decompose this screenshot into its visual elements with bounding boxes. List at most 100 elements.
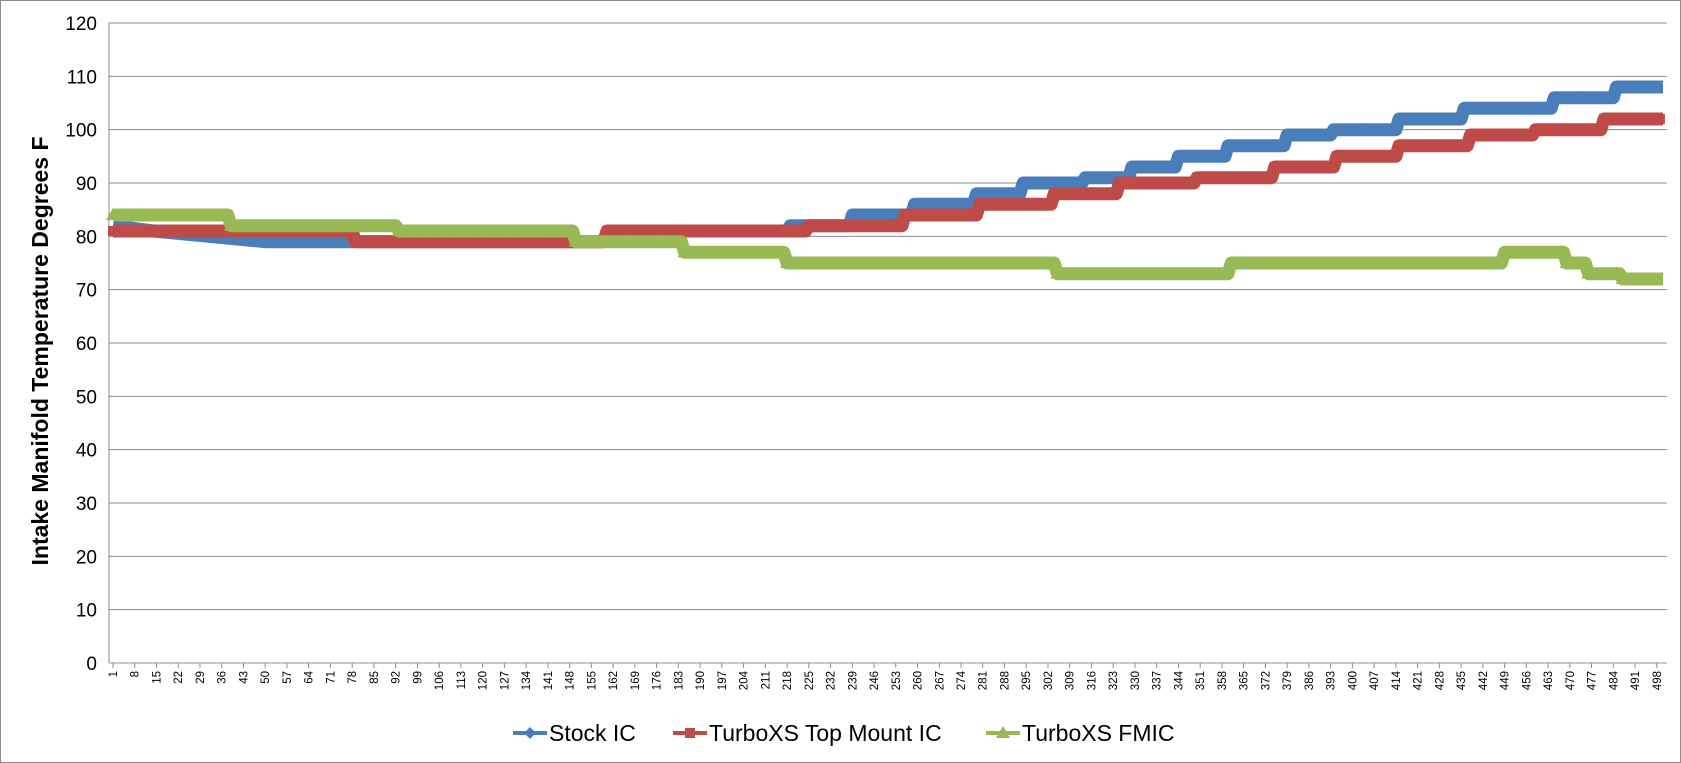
x-tick-label: 421 — [1413, 671, 1425, 690]
data-point — [1017, 177, 1030, 189]
data-point — [629, 226, 640, 236]
data-point — [1521, 130, 1532, 140]
data-point — [685, 226, 696, 236]
y-tick-label: 0 — [86, 654, 97, 675]
y-tick-label: 70 — [76, 281, 97, 302]
data-point — [1448, 113, 1461, 125]
legend-item: TurboXS Top Mount IC — [673, 720, 942, 746]
legend-marker — [685, 728, 695, 738]
data-point — [891, 256, 906, 268]
x-tick-label: 120 — [478, 671, 490, 690]
data-point — [1609, 266, 1624, 279]
data-point — [1586, 124, 1597, 135]
x-tick-label: 288 — [999, 671, 1011, 690]
x-tick-label: 414 — [1391, 670, 1403, 690]
x-tick-label: 281 — [978, 671, 990, 690]
data-point — [419, 224, 434, 236]
y-tick-label: 120 — [65, 14, 97, 35]
data-point — [259, 235, 272, 248]
data-point — [224, 218, 239, 231]
data-point — [1153, 161, 1166, 173]
y-tick-label: 60 — [76, 334, 97, 355]
y-tick-label: 30 — [76, 494, 97, 515]
data-point — [1465, 130, 1476, 140]
data-point — [1558, 124, 1569, 135]
data-point — [1486, 102, 1499, 115]
data-point — [1615, 272, 1630, 284]
data-point — [705, 245, 720, 258]
data-point — [780, 256, 795, 268]
data-point — [251, 218, 266, 231]
data-point — [970, 187, 983, 200]
data-point — [518, 236, 529, 247]
x-tick-label: 57 — [282, 671, 294, 684]
data-point — [1576, 91, 1589, 104]
legend-item: TurboXS FMIC — [986, 720, 1175, 746]
x-tick-label: 29 — [195, 671, 207, 684]
data-point — [900, 210, 911, 220]
x-tick-label: 141 — [543, 671, 555, 690]
x-tick-label: 484 — [1608, 670, 1620, 690]
x-tick-label: 1 — [108, 671, 120, 677]
x-tick-label: 22 — [173, 671, 185, 684]
x-tick-label: 155 — [586, 671, 598, 690]
x-tick-label: 428 — [1434, 671, 1446, 690]
data-point — [1654, 114, 1665, 124]
data-point — [831, 220, 842, 231]
data-point — [1475, 256, 1490, 268]
data-point — [908, 198, 921, 211]
x-tick-label: 260 — [913, 671, 925, 690]
x-tick-label: 323 — [1108, 671, 1120, 690]
x-tick-label: 78 — [347, 671, 359, 684]
data-point — [1420, 113, 1433, 125]
x-tick-label: 211 — [760, 671, 772, 689]
x-tick-label: 113 — [456, 671, 468, 689]
x-tick-label: 351 — [1195, 671, 1207, 690]
data-point — [1497, 245, 1512, 258]
data-point — [677, 245, 692, 258]
data-point — [462, 236, 473, 247]
data-point — [733, 245, 748, 258]
data-point — [797, 226, 808, 236]
data-point — [874, 209, 887, 221]
data-point — [391, 224, 406, 236]
x-tick-label: 337 — [1152, 671, 1164, 690]
data-point — [279, 218, 294, 231]
x-tick-label: 386 — [1304, 671, 1316, 690]
x-tick-label: 470 — [1565, 671, 1577, 690]
data-point — [998, 187, 1011, 200]
data-point — [1031, 256, 1046, 268]
data-point — [545, 236, 556, 247]
data-point — [1125, 161, 1138, 173]
x-tick-label: 393 — [1326, 671, 1338, 690]
data-point — [1493, 130, 1504, 140]
data-point — [761, 245, 776, 258]
data-point — [1030, 199, 1041, 210]
x-tick-label: 43 — [238, 671, 250, 684]
data-point — [106, 208, 120, 220]
data-point — [1308, 256, 1323, 268]
data-point — [1142, 178, 1153, 188]
x-axis-ticks: 1 8 15 22 29 36 43 50 57 64 71 78 85 92 99 106 113 120 127… — [108, 663, 1664, 690]
data-point — [936, 198, 949, 211]
y-tick-label: 20 — [76, 547, 97, 568]
y-axis-ticks: 0 10 20 30 40 50 60 70 80 90 100 110 120 — [65, 14, 97, 675]
x-tick-label: 358 — [1217, 671, 1229, 690]
x-tick-label: 197 — [717, 671, 729, 690]
data-point — [1325, 162, 1336, 172]
data-point — [135, 226, 146, 236]
x-tick-label: 456 — [1521, 671, 1533, 690]
data-point — [531, 224, 546, 236]
x-tick-label: 330 — [1130, 671, 1142, 690]
data-point — [657, 226, 668, 236]
x-tick-label: 491 — [1630, 671, 1642, 690]
data-point — [1336, 256, 1351, 268]
y-tick-label: 10 — [76, 601, 97, 622]
legend-label: TurboXS Top Mount IC — [709, 720, 942, 746]
data-point — [378, 236, 389, 247]
data-point — [161, 208, 176, 220]
x-tick-label: 99 — [412, 671, 424, 684]
data-point — [189, 208, 204, 220]
data-point — [1134, 266, 1149, 279]
